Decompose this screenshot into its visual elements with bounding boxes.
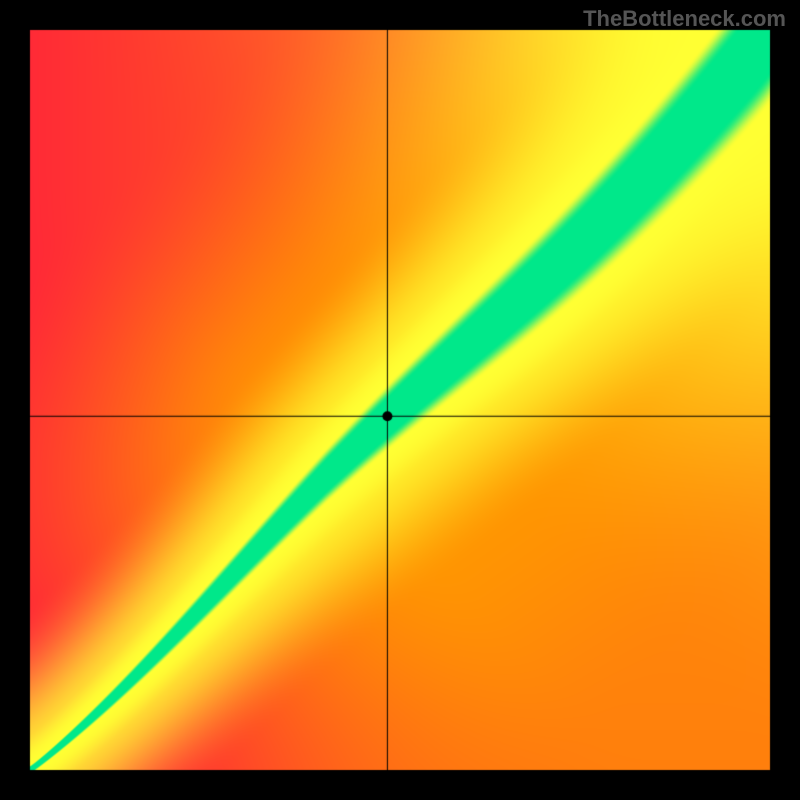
bottleneck-heatmap <box>0 0 800 800</box>
watermark-text: TheBottleneck.com <box>583 6 786 32</box>
chart-container: TheBottleneck.com <box>0 0 800 800</box>
